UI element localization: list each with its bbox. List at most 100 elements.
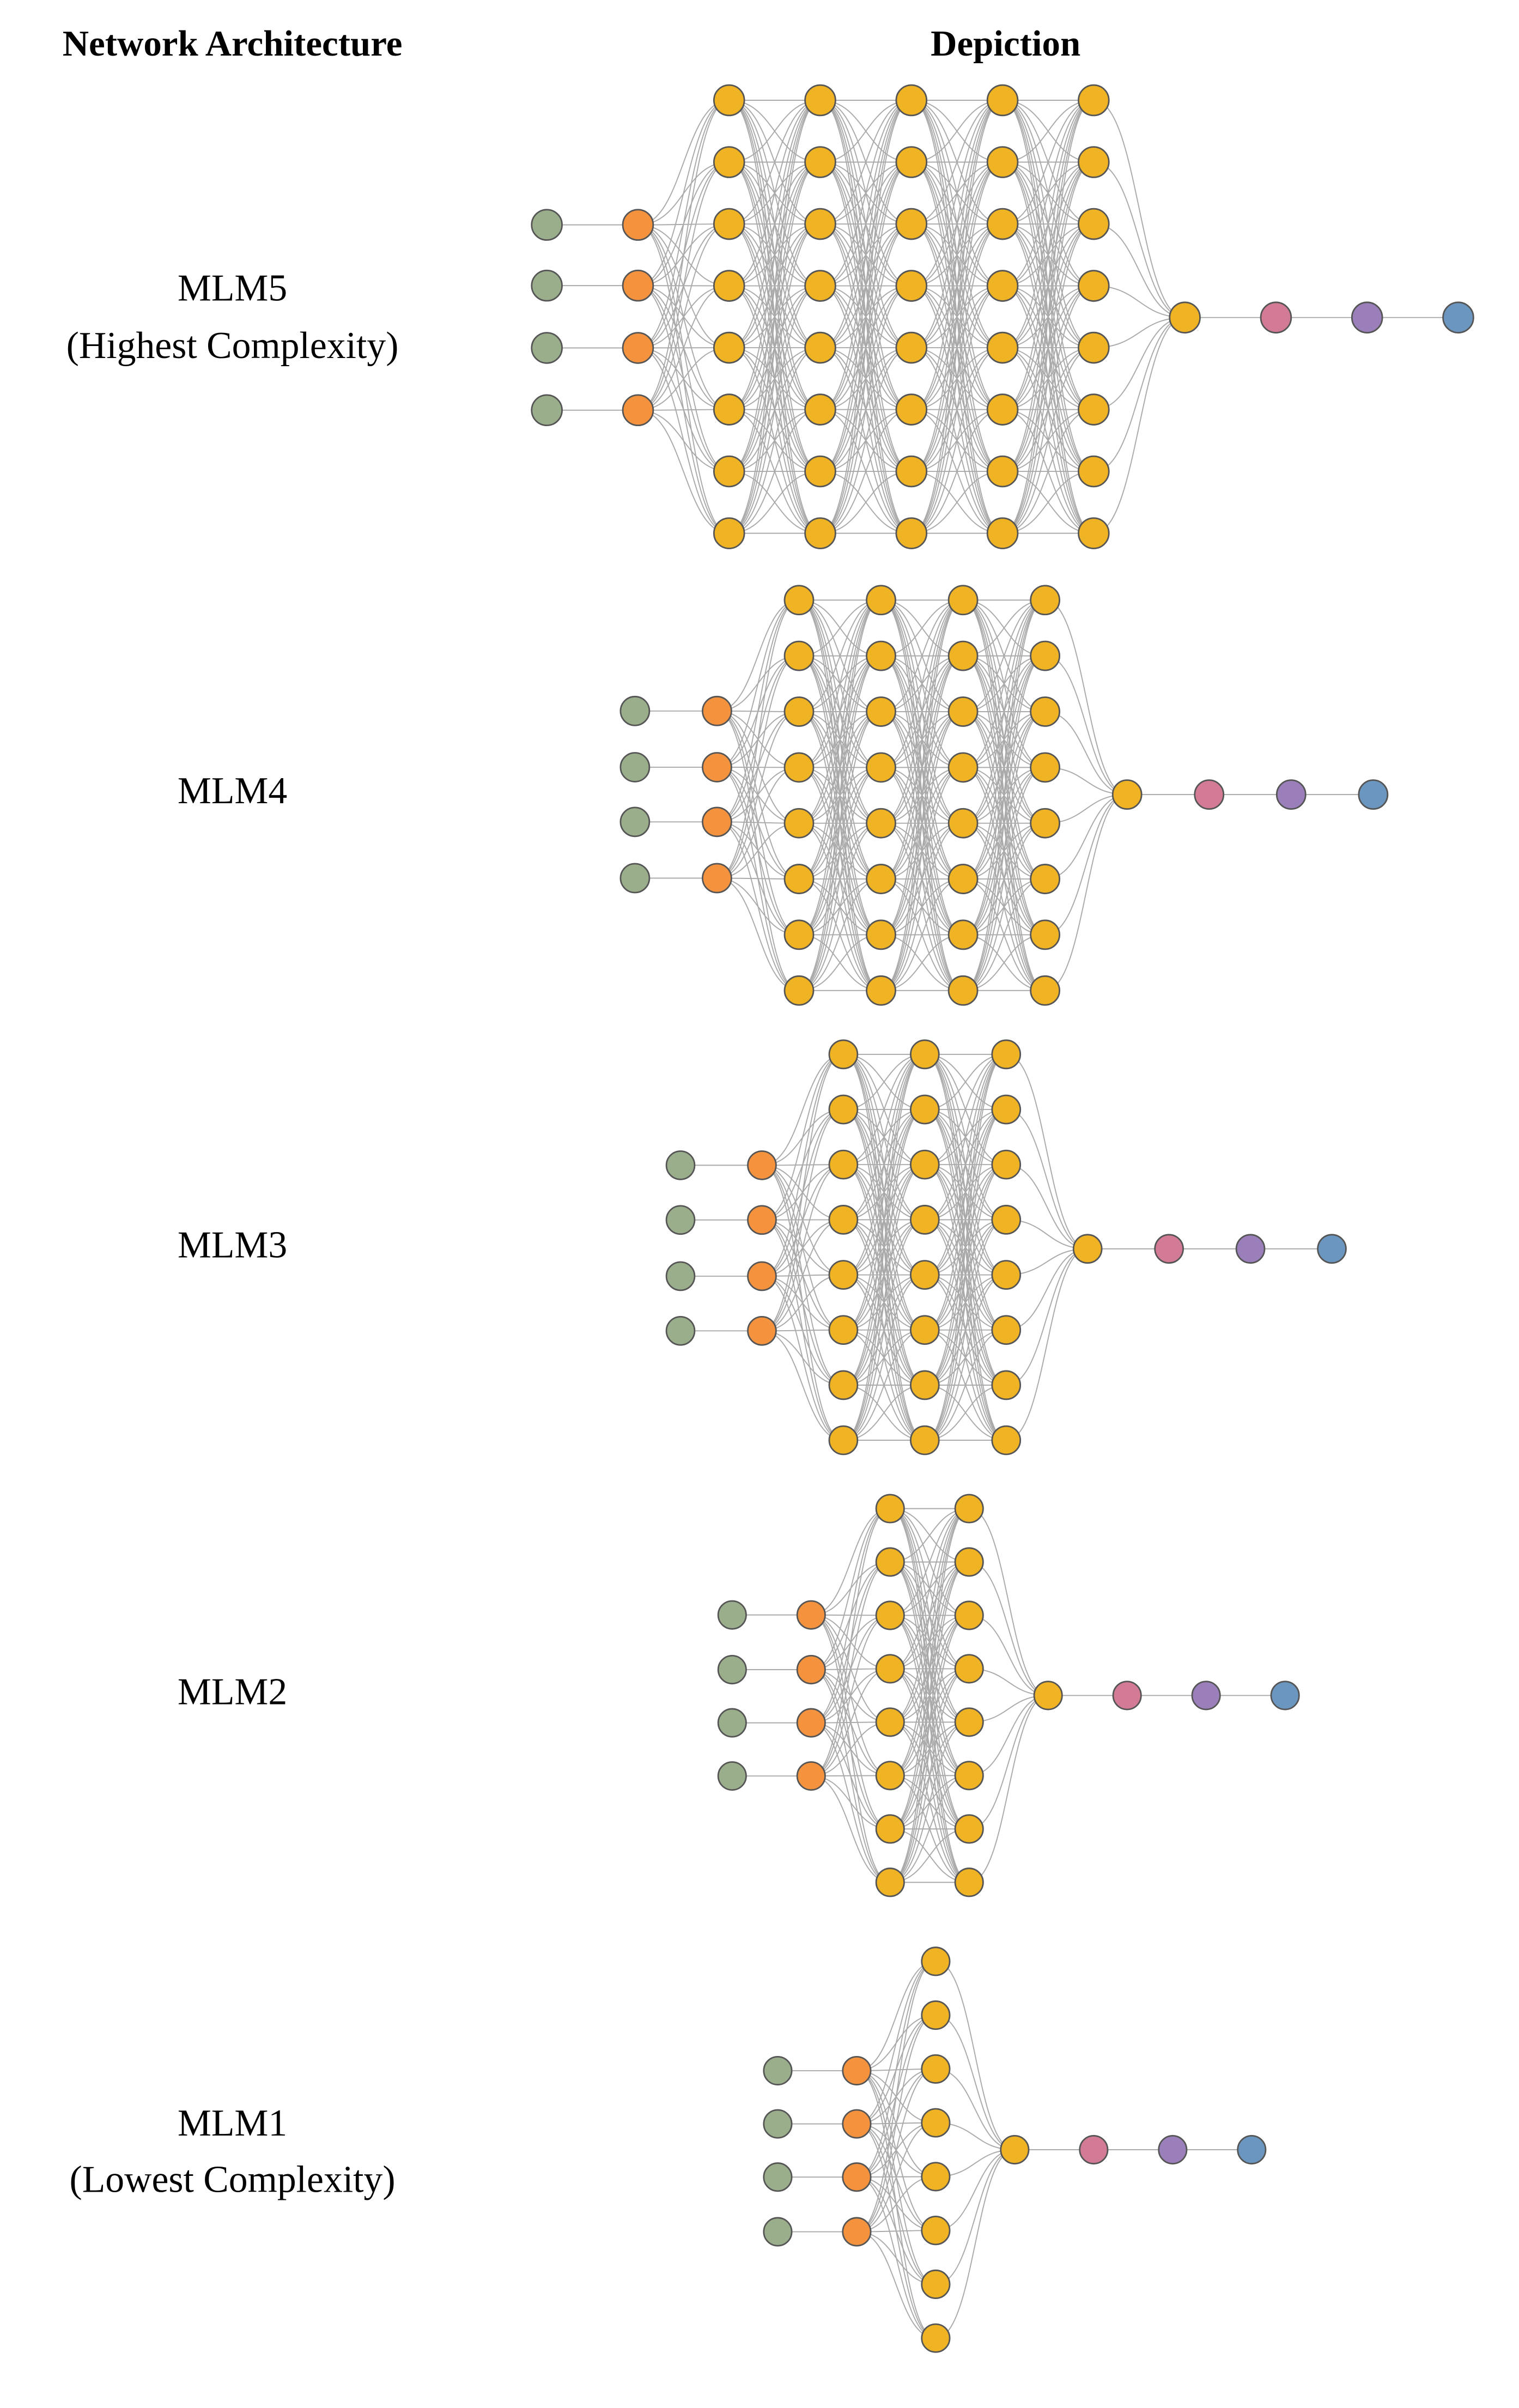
node [986,208,1019,240]
edge [881,711,963,991]
node [895,331,928,364]
edge [1002,100,1094,287]
node [986,331,1019,364]
edge [925,1329,1006,1441]
edge [925,1109,1006,1441]
edge [925,1219,1006,1441]
edge [843,1274,925,1441]
node [713,517,745,549]
edge [820,409,912,534]
node [531,394,563,427]
node [1030,752,1061,783]
node [1033,1681,1063,1711]
node [895,146,928,178]
node [665,1150,696,1180]
edge [1006,1164,1088,1250]
edge [881,599,963,768]
edge [881,599,963,712]
edge [843,1219,925,1441]
node [804,517,836,549]
edge [1002,100,1094,225]
node [622,209,654,241]
node [1078,270,1110,302]
node [783,585,815,616]
edge [969,1695,1048,1883]
node [713,208,745,240]
node [783,864,815,894]
edge [637,100,730,411]
node [796,1654,826,1685]
node [947,808,979,839]
node [947,975,979,1006]
edge [911,100,1003,534]
edge [820,100,912,349]
edge [637,100,730,287]
edge [729,347,821,534]
edge [856,2068,936,2233]
edge [1002,100,1094,410]
node [702,695,732,726]
edge [1006,1053,1088,1250]
edge [911,100,1003,410]
edge [820,100,912,472]
edge [799,711,882,991]
edge [925,1274,1006,1441]
edge [729,285,821,534]
edge [911,161,1003,534]
node [796,1761,826,1791]
node [713,270,745,302]
node [1030,640,1061,671]
node [796,1708,826,1738]
edge [881,767,963,991]
row-note: (Lowest Complexity) [70,2158,396,2200]
node [986,393,1019,426]
node [875,1707,905,1737]
node [763,2162,793,2192]
node [763,2056,793,2086]
row-note: (Highest Complexity) [66,325,399,367]
node [954,1814,984,1844]
node [866,640,896,671]
node [804,331,836,364]
node [991,1149,1022,1180]
row-label: MLM5 [178,267,287,309]
edge [890,1508,969,1776]
edge [881,599,963,824]
edge [820,100,912,534]
node [622,332,654,364]
edge [729,100,821,349]
node [947,696,979,727]
node [783,808,815,839]
node [954,1654,984,1684]
edge [1006,1248,1088,1386]
node [747,1315,777,1346]
edge [716,599,799,823]
node [702,752,732,783]
node [921,1946,951,1976]
edge [799,767,882,991]
edge [925,1164,1006,1441]
edge [1045,794,1127,936]
edge [890,1508,969,1670]
node [1078,331,1110,364]
edge [762,1053,843,1221]
edge [963,599,1046,880]
edge [935,2015,1015,2151]
edge [1002,100,1094,349]
edge [762,1053,843,1332]
node [828,1260,859,1290]
edge [762,1219,843,1332]
node [804,84,836,117]
node [1317,1234,1347,1264]
edge [911,347,1003,534]
node [910,1094,940,1125]
node [921,2269,951,2300]
row-label: MLM3 [178,1224,287,1266]
edge [762,1330,843,1441]
node [986,455,1019,488]
edge [820,161,912,534]
edge [1002,409,1094,534]
edge [856,2015,936,2233]
edge [729,100,821,225]
edge [880,599,963,936]
